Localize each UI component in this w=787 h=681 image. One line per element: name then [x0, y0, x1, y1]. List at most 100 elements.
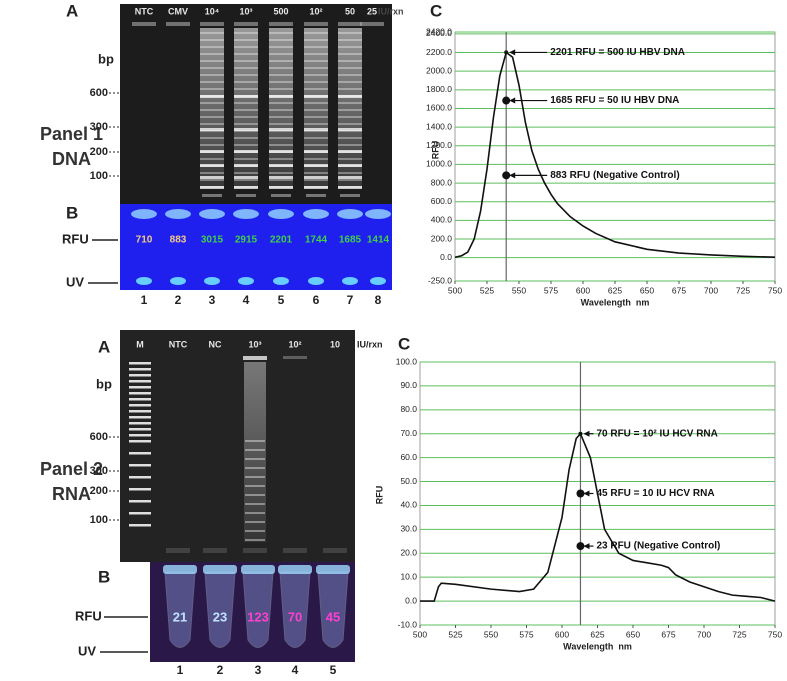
band: [304, 128, 328, 131]
annotation: 883 RFU (Negative Control): [550, 170, 679, 181]
lane-number: 5: [278, 293, 285, 307]
size-label: 200: [90, 146, 108, 158]
smear: [269, 28, 293, 188]
annotation: 45 RFU = 10 IU HCV RNA: [596, 488, 714, 499]
tube-cap: [131, 209, 157, 219]
lane-label: 50: [345, 6, 355, 16]
band: [304, 179, 328, 181]
x-tick-label: 675: [661, 629, 675, 639]
lane-label: 25: [367, 6, 377, 16]
band: [234, 116, 258, 118]
band: [271, 194, 291, 197]
x-tick-label: 750: [768, 285, 782, 295]
band: [234, 179, 258, 181]
arrow-head: [583, 490, 590, 497]
tube-bottom: [136, 277, 152, 285]
band: [304, 186, 328, 189]
band: [129, 500, 151, 503]
band: [338, 109, 362, 111]
band: [269, 60, 293, 62]
lane-number: 2: [175, 293, 182, 307]
band: [338, 158, 362, 160]
panel-letter: B: [66, 203, 78, 222]
x-tick-label: 525: [480, 285, 494, 295]
band: [129, 386, 151, 389]
well: [360, 22, 384, 26]
x-tick-label: 575: [544, 285, 558, 295]
y-tick-label: -10.0: [398, 619, 418, 629]
rfu-label: RFU: [62, 231, 89, 246]
y-tick-label: 100.0: [396, 356, 418, 366]
band: [338, 144, 362, 146]
annotation-point: [576, 489, 585, 498]
band: [304, 137, 328, 139]
band: [304, 95, 328, 98]
tube-bottom: [204, 277, 220, 285]
bp-label: bp: [98, 51, 114, 66]
tube-cap: [316, 565, 350, 574]
lane-number: 7: [347, 293, 354, 307]
band: [200, 67, 224, 69]
band: [338, 88, 362, 90]
band: [129, 488, 151, 491]
band: [245, 449, 265, 451]
lane-label: 10³: [239, 6, 252, 16]
tube-cap: [199, 209, 225, 219]
band: [129, 524, 151, 527]
y-tick-label: 1600.0: [426, 103, 452, 113]
band: [200, 53, 224, 55]
band: [245, 521, 265, 523]
well: [166, 22, 190, 26]
band: [304, 53, 328, 55]
x-tick-label: 500: [413, 629, 427, 639]
band: [234, 150, 258, 153]
arrow-head: [583, 543, 590, 550]
well: [269, 22, 293, 26]
band: [338, 39, 362, 41]
x-tick-label: 600: [576, 285, 590, 295]
band: [234, 32, 258, 34]
band: [234, 46, 258, 48]
band: [202, 194, 222, 197]
band: [129, 374, 151, 377]
spectrum-line: [454, 51, 776, 259]
band: [304, 88, 328, 90]
band: [245, 476, 265, 478]
band: [200, 102, 224, 104]
tube-cap: [365, 209, 391, 219]
y-tick-label: 400.0: [431, 215, 453, 225]
panel-title: Panel 1: [40, 124, 103, 144]
well: [132, 22, 156, 26]
tube-cap: [268, 209, 294, 219]
band: [245, 440, 265, 442]
band: [269, 46, 293, 48]
lane-number: 5: [330, 663, 337, 677]
band: [129, 476, 151, 479]
band: [304, 60, 328, 62]
band: [338, 74, 362, 76]
lane-label: CMV: [168, 6, 188, 16]
band: [234, 88, 258, 90]
tube-cap: [303, 209, 329, 219]
annotation: 2201 RFU = 500 IU HBV DNA: [550, 47, 685, 58]
band: [338, 137, 362, 139]
band: [129, 398, 151, 401]
size-label: 200: [90, 485, 108, 497]
size-label: 100: [90, 514, 108, 526]
band: [129, 362, 151, 365]
x-tick-label: 575: [519, 629, 533, 639]
annotation-point: [502, 96, 511, 105]
band: [200, 74, 224, 76]
band: [245, 485, 265, 487]
band: [234, 158, 258, 160]
plot-area: [454, 31, 776, 282]
lane-label: NTC: [169, 339, 188, 349]
band: [338, 81, 362, 83]
primer-band: [323, 548, 347, 553]
band: [245, 467, 265, 469]
band: [304, 74, 328, 76]
band: [269, 102, 293, 104]
tube-cap: [163, 565, 197, 574]
uv-label: UV: [66, 274, 84, 289]
y-tick-label: 2400.0: [426, 28, 452, 38]
